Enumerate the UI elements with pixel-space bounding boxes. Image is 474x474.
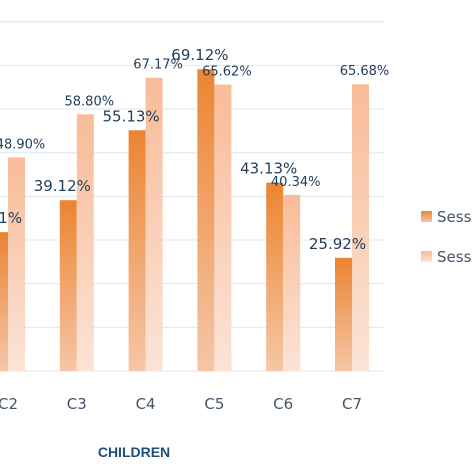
legend-label-series-1: Sess: [437, 208, 472, 226]
data-label-series-2-c5: 65.62%: [202, 65, 252, 80]
data-label-series-1-c4: 55.13%: [102, 107, 159, 125]
bar-series-1-c3: [59, 200, 77, 371]
data-label-series-2-c7: 65.68%: [340, 64, 390, 79]
data-label-series-1-c5: 69.12%: [171, 46, 228, 64]
bar-series-1-c6: [266, 182, 284, 371]
x-tick-label: C4: [136, 395, 156, 413]
bar-series-1-c5: [197, 69, 215, 371]
legend-swatch-series-2: [421, 251, 432, 262]
data-label-series-1-c2: 31.81%: [0, 209, 22, 227]
gridlines: [0, 21, 385, 372]
legend: Sess Sess: [421, 208, 472, 266]
bar-series-2-c5: [214, 84, 232, 371]
bar-series-2-c2: [8, 157, 25, 371]
x-tick-label: C7: [342, 395, 362, 413]
x-axis-title: CHILDREN: [98, 444, 170, 460]
legend-swatch-series-1: [421, 211, 432, 222]
bar-series-2-c4: [145, 77, 163, 371]
data-label-series-2-c6: 40.34%: [271, 175, 321, 190]
bar-series-2-c3: [76, 114, 94, 371]
bar-series-1-c4: [128, 130, 146, 371]
bar-series-1-c7: [335, 257, 352, 371]
x-tick-label: C3: [67, 395, 87, 413]
data-label-series-1-c3: 39.12%: [34, 177, 91, 195]
data-labels: 31.81% 48.90% 39.12% 58.80%55.13% 67.17%69.1…: [0, 46, 389, 253]
data-label-series-2-c3: 58.80%: [65, 94, 115, 109]
legend-label-series-2: Sess: [437, 248, 472, 266]
x-tick-label: C2: [0, 395, 18, 413]
data-label-series-2-c4: 67.17%: [133, 58, 183, 73]
x-tick-label: C6: [273, 395, 293, 413]
bar-series-1-c2: [0, 232, 8, 371]
bar-series-2-c6: [283, 194, 301, 371]
x-tick-label: C5: [204, 395, 224, 413]
data-label-series-1-c7: 25.92%: [309, 235, 366, 253]
bars: [0, 69, 369, 371]
x-tick-labels: C2 C3 C4 C5 C6 C7: [0, 395, 362, 413]
bar-series-2-c7: [352, 84, 369, 371]
data-label-series-2-c2: 48.90%: [0, 138, 45, 153]
data-label-series-1-c6: 43.13%: [240, 160, 297, 178]
